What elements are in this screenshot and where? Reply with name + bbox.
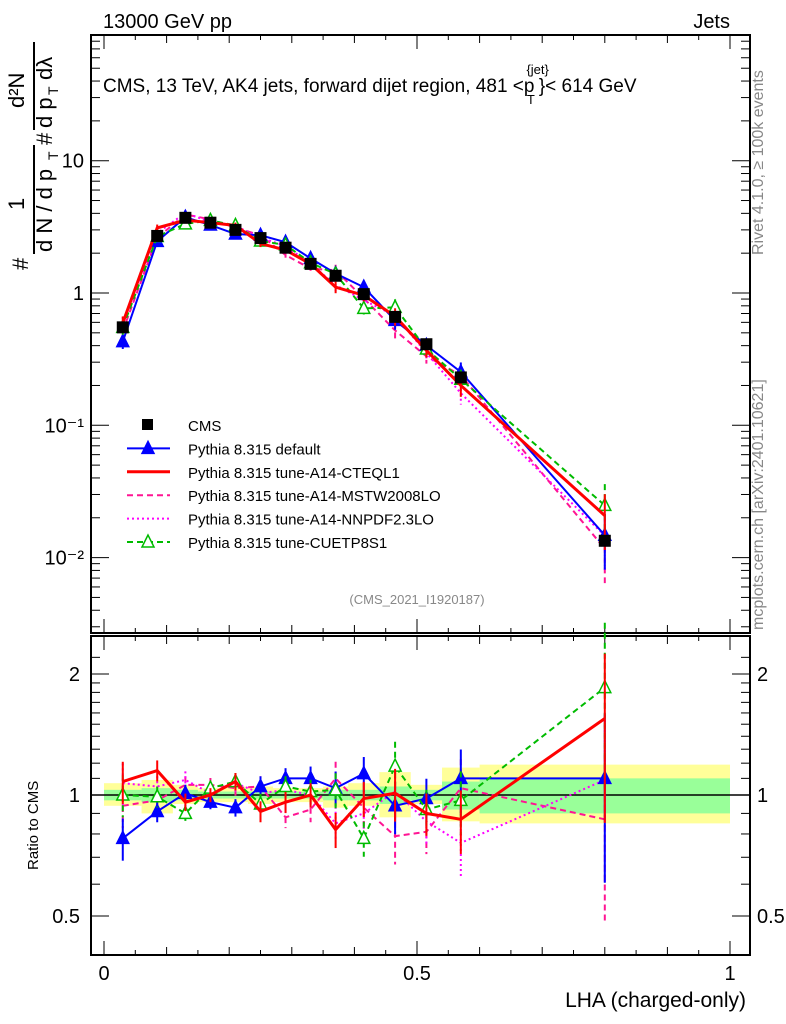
main-plot: 10⁻² 10⁻¹ 1 10 xyxy=(45,34,751,634)
data-point xyxy=(420,338,433,351)
analysis-label: (CMS_2021_I1920187) xyxy=(349,592,484,607)
ratio-point xyxy=(228,798,243,814)
main-frame xyxy=(90,34,751,634)
x-tick-label: 0 xyxy=(98,963,109,985)
data-point xyxy=(116,321,129,334)
ratio-point xyxy=(328,781,343,796)
ratio-point xyxy=(149,802,165,818)
plot-title: CMS, 13 TeV, AK4 jets, forward dijet reg… xyxy=(103,62,637,107)
ratio-point xyxy=(278,777,293,793)
ratio-series-line xyxy=(122,717,606,833)
series-line xyxy=(121,219,606,507)
svg-text:T: T xyxy=(45,151,61,160)
legend-label: Pythia 8.315 tune-A14-MSTW2008LO xyxy=(188,488,441,505)
ratio-series-line xyxy=(122,776,606,838)
ratio-point xyxy=(253,777,268,793)
data-point xyxy=(229,223,242,236)
ratio-series-line xyxy=(122,686,606,841)
data-point xyxy=(304,257,317,270)
legend-marker-cms xyxy=(142,419,153,430)
svg-text:d²N: d²N xyxy=(4,73,29,108)
series-point xyxy=(115,332,130,348)
svg-text:#: # xyxy=(8,257,33,270)
ratio-point xyxy=(115,829,130,845)
legend-label: Pythia 8.315 default xyxy=(188,441,321,458)
data-point xyxy=(279,241,292,254)
ratio-plot: 0 0.5 1 0.5 0.5 1 1 2 2 xyxy=(52,622,785,985)
ratio-point xyxy=(356,764,372,780)
legend: CMS Pythia 8.315 default Pythia 8.315 tune… xyxy=(127,418,441,552)
side-label-rivet: Rivet 4.1.0, ≥ 100k events xyxy=(750,70,767,255)
legend-label: CMS xyxy=(188,418,221,435)
legend-marker xyxy=(140,439,156,455)
svg-text:1: 1 xyxy=(4,198,29,210)
data-point xyxy=(389,310,402,323)
ratio-tick-label-right: 0.5 xyxy=(757,906,785,928)
x-axis-label: LHA (charged-only) xyxy=(565,989,746,1012)
data-point xyxy=(254,232,267,245)
ratio-tick-label-right: 2 xyxy=(757,664,768,686)
data-point xyxy=(151,229,164,242)
data-point xyxy=(454,371,467,384)
y-axis-label: # 1 d N / d p T # d²N d p T dλ xyxy=(4,42,61,270)
y-tick-label: 1 xyxy=(73,283,84,305)
x-tick-label: 0.5 xyxy=(403,963,431,985)
data-point xyxy=(598,534,611,547)
legend-label: Pythia 8.315 tune-A14-NNPDF2.3LO xyxy=(188,512,434,529)
legend-label: Pythia 8.315 tune-CUETP8S1 xyxy=(188,535,387,552)
data-point xyxy=(329,269,342,282)
data-point xyxy=(179,211,192,224)
legend-label: Pythia 8.315 tune-A14-CTEQL1 xyxy=(188,465,400,482)
y-tick-label: 10⁻² xyxy=(45,548,85,570)
ratio-y-axis-label: Ratio to CMS xyxy=(25,781,42,870)
ratio-point xyxy=(178,804,193,820)
svg-text:d p: d p xyxy=(32,97,57,128)
svg-text:T: T xyxy=(45,86,61,95)
svg-text:d N / d p: d N / d p xyxy=(32,169,57,252)
ratio-point xyxy=(149,788,165,803)
ratio-tick-label: 2 xyxy=(69,664,80,686)
x-tick-label: 1 xyxy=(724,963,735,985)
top-left-label: 13000 GeV pp xyxy=(103,11,232,33)
ratio-tick-label: 1 xyxy=(69,785,80,807)
y-tick-label: 10 xyxy=(62,151,84,173)
ratio-tick-label-right: 1 xyxy=(757,785,768,807)
data-point xyxy=(357,288,370,301)
y-tick-label: 10⁻¹ xyxy=(45,415,85,437)
side-label-mcplots: mcplots.cern.ch [arXiv:2401.10621] xyxy=(750,379,767,630)
svg-text:#: # xyxy=(32,132,57,145)
ratio-point xyxy=(356,829,372,845)
legend-marker xyxy=(140,533,156,548)
series-point xyxy=(356,299,372,315)
ratio-tick-label: 0.5 xyxy=(52,906,80,928)
svg-text:dλ: dλ xyxy=(32,57,57,80)
data-point xyxy=(204,216,217,229)
top-right-label: Jets xyxy=(693,11,730,33)
